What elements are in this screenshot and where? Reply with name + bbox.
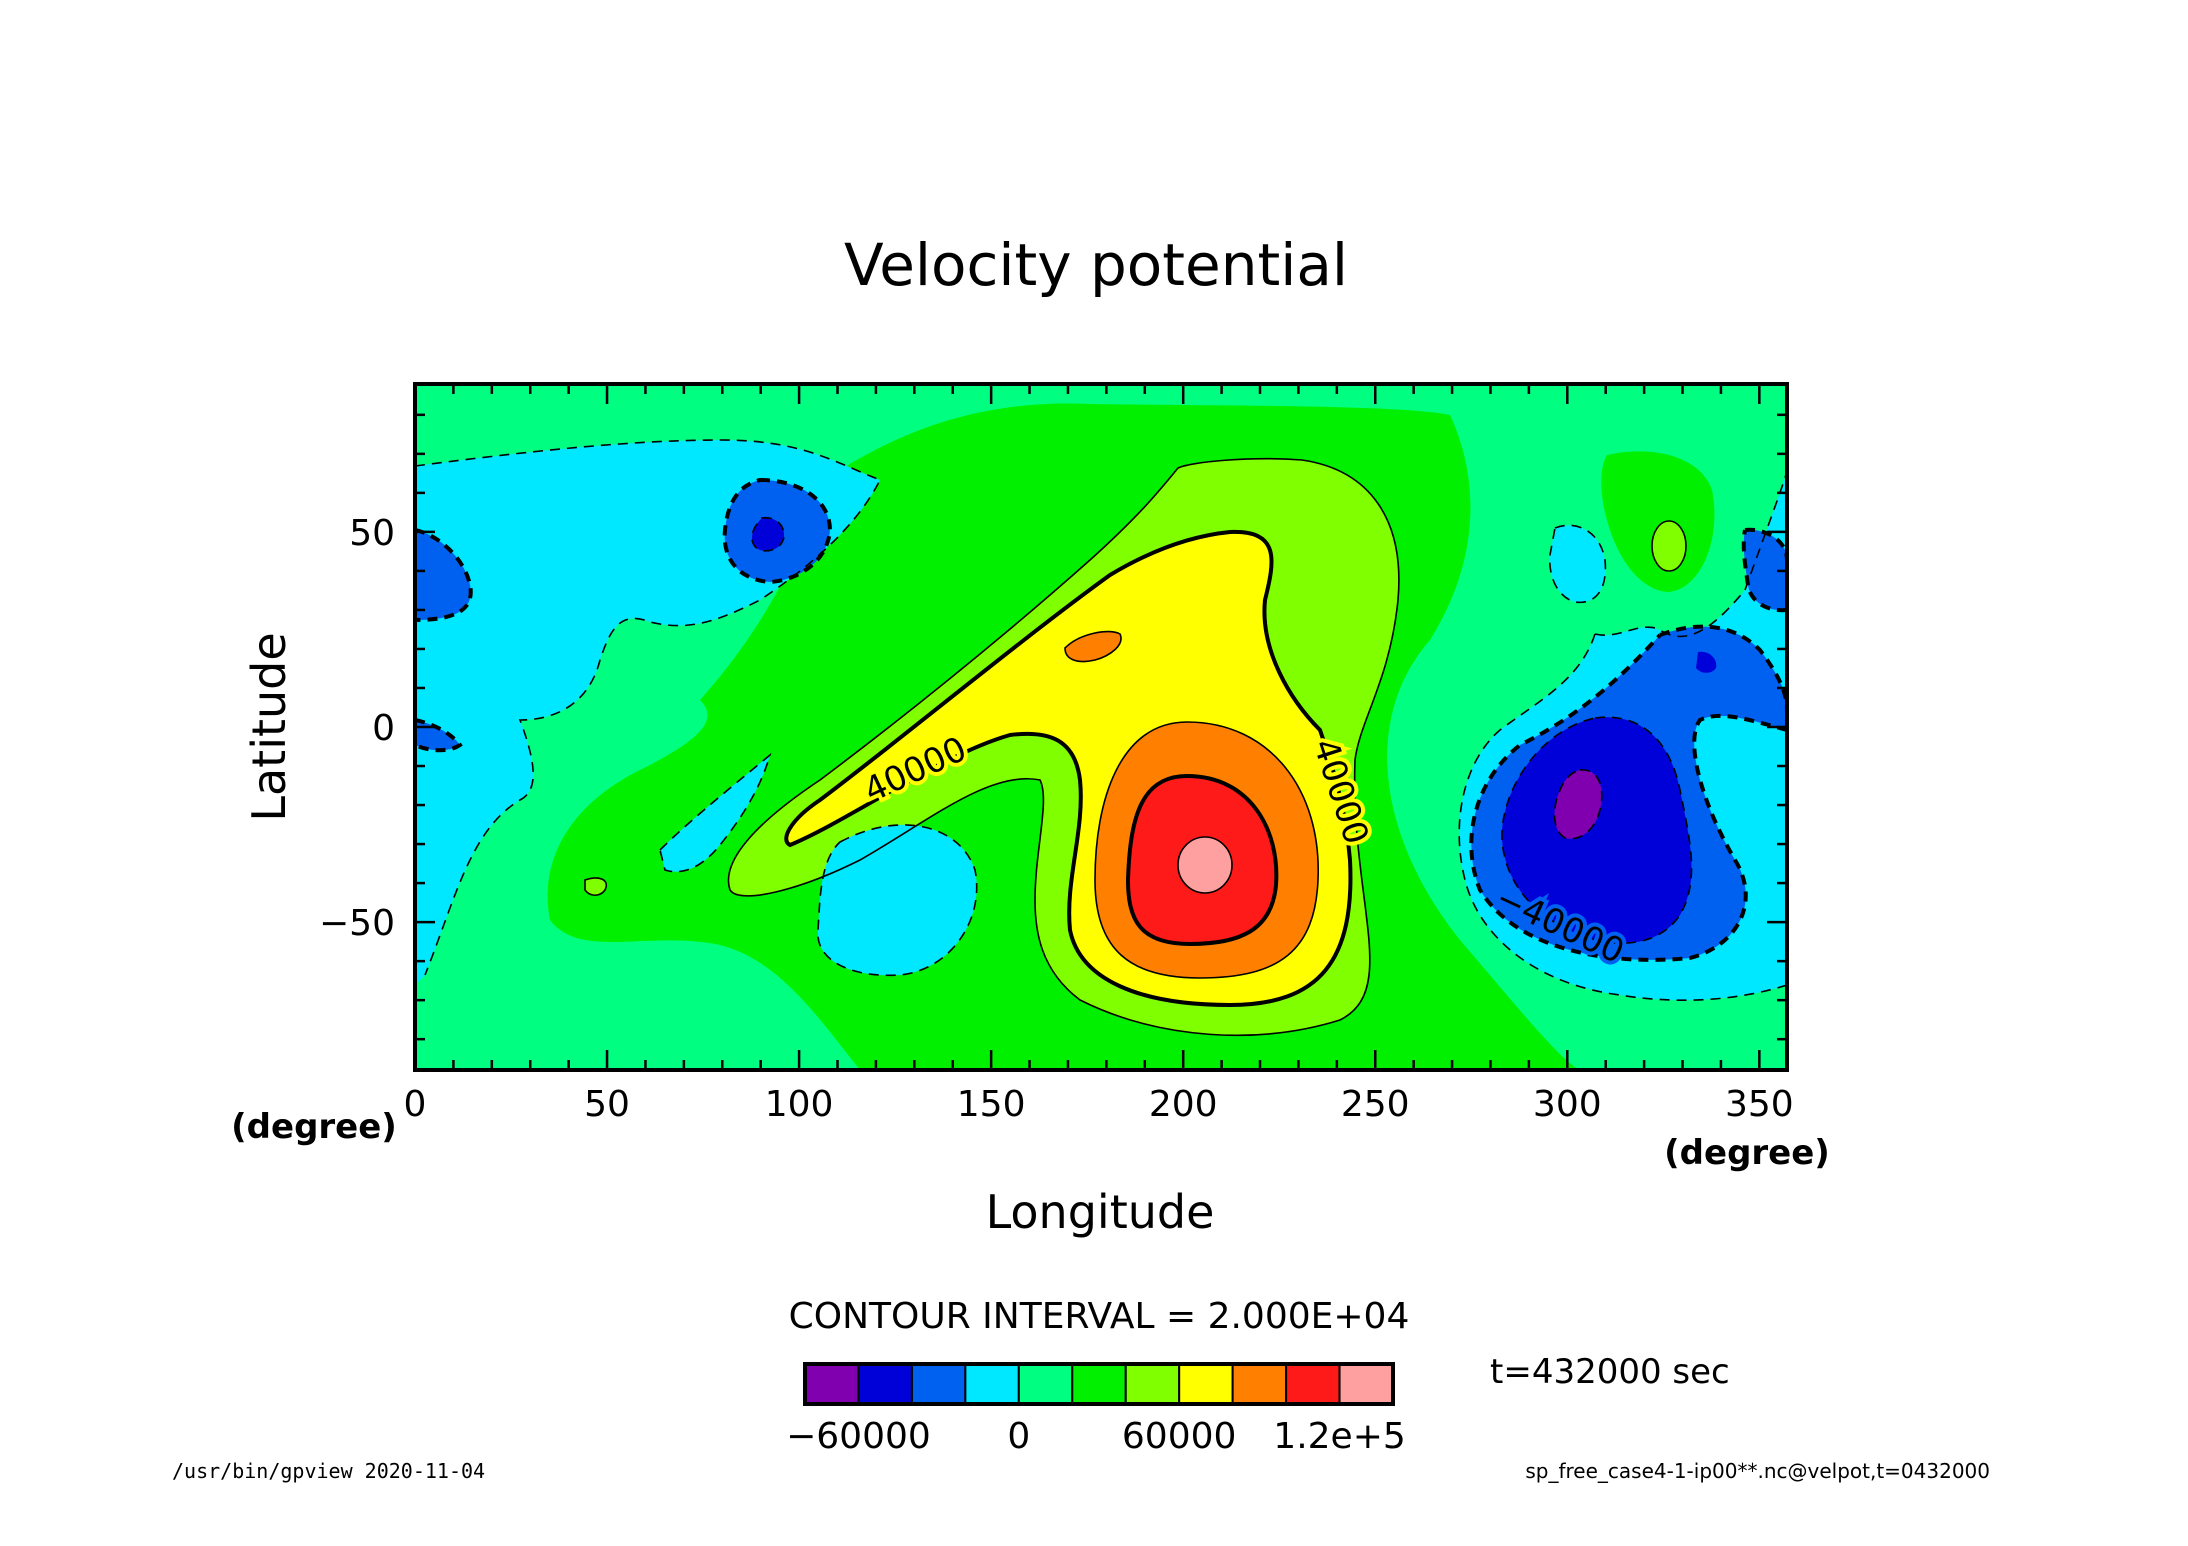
contour-line: [1177, 836, 1233, 894]
contour-line: [1469, 624, 1787, 962]
colorbar-swatch: [804, 1363, 860, 1405]
contour-line: [817, 824, 978, 977]
colorbar-tick-label: 60000: [1122, 1416, 1237, 1457]
contour-line: [722, 477, 833, 585]
y-axis-label: Latitude: [242, 632, 296, 821]
y-unit-label: (degree): [1664, 1133, 1830, 1173]
colorbar-swatch: [1338, 1363, 1394, 1405]
contour-line: [415, 439, 882, 976]
field-band-neg60000-neg40000: [752, 517, 785, 551]
x-unit-label: (degree): [231, 1107, 397, 1147]
colorbar-frame: [803, 1362, 1395, 1406]
y-tick-label: −50: [319, 903, 395, 944]
contour-line: [1094, 721, 1319, 979]
contour-line: [1651, 520, 1687, 572]
contour-line: [784, 529, 1353, 1008]
field-band-neg80000-neg60000: [1554, 769, 1602, 839]
colorbar-swatch: [1071, 1363, 1127, 1405]
colorbar-swatch: [910, 1363, 967, 1405]
field-band-40000-60000: [1652, 521, 1686, 571]
colorbar-swatch: [857, 1363, 913, 1405]
x-tick-label: 150: [957, 1084, 1026, 1125]
contour-lines: [415, 439, 1787, 1037]
x-tick-label: 0: [404, 1084, 427, 1125]
x-tick-label: 100: [765, 1084, 834, 1125]
contour-line: [1064, 630, 1122, 663]
x-tick-label: 50: [584, 1084, 630, 1125]
field-band-neg60000-neg40000: [1696, 651, 1717, 673]
colorbar: −60000 0 60000 1.2e+5: [786, 1362, 1406, 1457]
x-axis-label: Longitude: [986, 1185, 1215, 1239]
field-band-neg20000-0: [817, 824, 977, 976]
field-band-neg60000-neg40000: [1501, 717, 1692, 944]
field-band-20000-40000: [1601, 451, 1715, 592]
field-band-neg20000-0: [660, 755, 770, 872]
field-band-40000-60000: [585, 878, 607, 896]
colorbar-tick-label: 1.2e+5: [1273, 1416, 1405, 1457]
x-tick-label: 200: [1149, 1084, 1218, 1125]
contour-line: [584, 877, 607, 897]
colorbar-swatch: [964, 1363, 1020, 1405]
plot-area: 40000 40000 −40000 0 50 100 150 200 250 300 350…: [319, 382, 1794, 1125]
contour-line: [1501, 716, 1693, 944]
colorbar-swatch: [1017, 1363, 1074, 1405]
colorbar-swatch: [1124, 1363, 1181, 1405]
contour-line: [1125, 773, 1279, 947]
contour-line: [415, 528, 473, 622]
program-label: /usr/bin/gpview 2020-11-04: [172, 1459, 485, 1483]
colorbar-swatch: [1178, 1363, 1234, 1405]
contour-fill: 40000 40000 −40000: [415, 384, 1787, 1070]
contour-line: [1553, 769, 1603, 840]
field-band-120000-140000: [1178, 837, 1232, 893]
colorbar-swatch: [1231, 1363, 1288, 1405]
y-tick-label: 50: [349, 513, 395, 554]
field-band-neg20000-0: [1549, 525, 1606, 603]
contour-interval-label: CONTOUR INTERVAL = 2.000E+04: [789, 1296, 1410, 1337]
contour-line: [751, 516, 785, 552]
colorbar-tick-label: −60000: [786, 1416, 931, 1457]
colorbar-tick-label: 0: [1007, 1416, 1030, 1457]
axis-ticks: 0 50 100 150 200 250 300 350 50 0 −50: [319, 384, 1794, 1125]
contour-line: [1458, 469, 1787, 1002]
source-label: sp_free_case4-1-ip00**.nc@velpot,t=04320…: [1525, 1459, 1990, 1483]
y-tick-label: 0: [372, 708, 395, 749]
chart-title: Velocity potential: [844, 231, 1348, 299]
time-label: t=432000 sec: [1490, 1352, 1730, 1392]
x-tick-label: 250: [1341, 1084, 1410, 1125]
colorbar-swatch: [1285, 1363, 1341, 1405]
field-band-neg40000-neg20000: [415, 530, 471, 620]
x-tick-label: 300: [1533, 1084, 1602, 1125]
contour-line: [727, 457, 1400, 1037]
x-tick-label: 350: [1725, 1084, 1794, 1125]
field-band-neg40000-neg20000: [1743, 529, 1787, 611]
contour-line: [1549, 524, 1607, 604]
